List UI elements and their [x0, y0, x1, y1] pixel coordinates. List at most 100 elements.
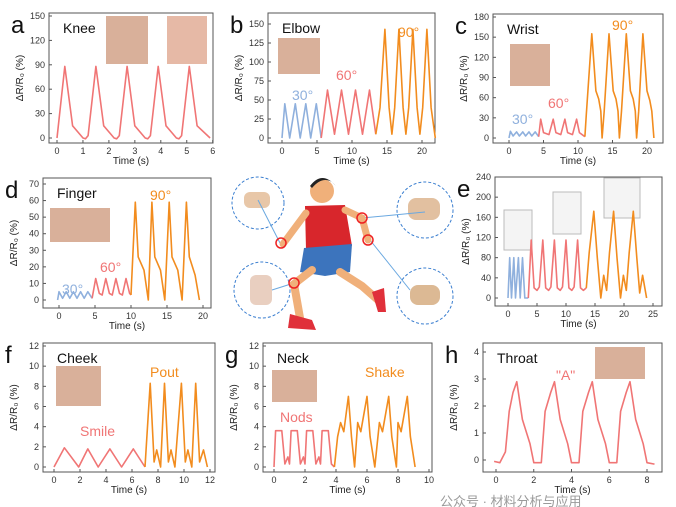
y-tick-label: 50: [254, 95, 264, 105]
x-tick-label: 8: [395, 475, 400, 485]
x-tick-label: 4: [333, 475, 338, 485]
inset-knee-photo: [250, 275, 272, 305]
panel-title: Neck: [277, 350, 310, 366]
inset-photo: [106, 16, 148, 64]
x-tick-label: 6: [210, 146, 215, 156]
series-line-red: [91, 277, 132, 299]
panel-letter: g: [225, 342, 238, 369]
x-tick-label: 0: [54, 146, 59, 156]
x-tick-label: 20: [198, 311, 208, 321]
annotation: 30°: [512, 111, 533, 127]
y-tick-label: 0: [34, 295, 39, 305]
sensor-marker: [288, 277, 300, 289]
y-tick-label: 90: [35, 60, 45, 70]
x-tick-label: 4: [158, 146, 163, 156]
runner-leg: [336, 268, 382, 304]
x-tick-label: 4: [569, 475, 574, 485]
runner-arm: [341, 206, 372, 244]
panel-letter: h: [445, 342, 458, 369]
y-tick-label: 8: [254, 381, 259, 391]
inset-knee-circle: [233, 261, 291, 319]
connector-line: [257, 199, 281, 244]
x-tick-label: 15: [382, 146, 392, 156]
y-axis-label: ΔR/R₀ (%): [461, 218, 472, 264]
inset-photo: [503, 209, 533, 251]
axes-frame: [494, 176, 663, 307]
x-tick-label: 5: [184, 146, 189, 156]
y-tick-label: 4: [254, 422, 259, 432]
runner-illustration: [231, 176, 454, 330]
y-axis-label: ΔR/R₀ (%): [459, 55, 470, 101]
y-tick-label: 160: [476, 212, 491, 222]
annotation: 60°: [336, 67, 357, 83]
y-tick-label: 2: [474, 401, 479, 411]
x-tick-label: 6: [607, 475, 612, 485]
x-tick-label: 5: [314, 146, 319, 156]
inset-photo: [552, 191, 582, 235]
x-tick-label: 0: [493, 475, 498, 485]
x-tick-label: 20: [642, 146, 652, 156]
annotation: 90°: [150, 187, 171, 203]
annotation: Smile: [80, 423, 115, 439]
x-tick-label: 0: [56, 311, 61, 321]
y-tick-label: 120: [476, 233, 491, 243]
annotation: "A": [556, 367, 575, 383]
runner-head: [310, 179, 334, 203]
inset-photo: [167, 16, 207, 64]
y-tick-label: 240: [476, 172, 491, 182]
y-tick-label: 180: [474, 12, 489, 22]
y-tick-label: 20: [29, 262, 39, 272]
y-tick-label: 10: [29, 278, 39, 288]
y-tick-label: 1: [474, 428, 479, 438]
annotation: 90°: [398, 24, 419, 40]
panel-title: Cheek: [57, 350, 98, 366]
panel-title: Throat: [497, 350, 538, 366]
y-tick-label: 8: [34, 381, 39, 391]
series-line-blue: [56, 290, 93, 301]
series-line-orange: [584, 32, 655, 139]
x-tick-label: 15: [590, 309, 600, 319]
annotation: 90°: [612, 17, 633, 33]
series-line-blue: [507, 256, 529, 299]
x-tick-label: 10: [424, 475, 434, 485]
y-tick-label: 150: [30, 11, 45, 21]
watermark: 公众号 · 材料分析与应用: [440, 494, 582, 507]
inset-photo: [50, 208, 110, 242]
series-line-red: [537, 118, 586, 138]
y-tick-label: 0: [486, 293, 491, 303]
panel-title: Wrist: [507, 21, 539, 37]
panel-title: Finger: [57, 185, 97, 201]
sensor-marker: [362, 234, 374, 246]
y-tick-label: 120: [30, 35, 45, 45]
y-tick-label: 30: [29, 245, 39, 255]
sensor-marker: [275, 237, 287, 249]
y-tick-label: 30: [35, 109, 45, 119]
y-tick-label: 40: [481, 273, 491, 283]
series-line-orange: [375, 28, 437, 139]
x-axis-label: Time (s): [329, 485, 365, 496]
axes-frame: [48, 12, 214, 144]
inset-photo: [56, 366, 101, 406]
y-tick-label: 0: [259, 133, 264, 143]
axes-frame: [42, 342, 216, 473]
y-tick-label: 2: [254, 442, 259, 452]
y-tick-label: 0: [474, 455, 479, 465]
y-tick-label: 4: [474, 347, 479, 357]
y-axis-label: ΔR/R₀ (%): [15, 55, 26, 101]
y-tick-label: 70: [29, 179, 39, 189]
x-tick-label: 10: [126, 311, 136, 321]
inset-photo: [595, 347, 645, 379]
annotation: Nods: [280, 409, 313, 425]
x-tick-label: 2: [106, 146, 111, 156]
x-tick-label: 15: [607, 146, 617, 156]
series-line-blue: [281, 103, 322, 139]
x-axis-label: Time (s): [113, 156, 149, 167]
x-tick-label: 3: [132, 146, 137, 156]
axes-frame: [262, 342, 433, 473]
x-tick-label: 2: [531, 475, 536, 485]
y-tick-label: 40: [29, 229, 39, 239]
panel-c: 0 5 10 15 20 0 30 60 90 120 150 180 Time (s) ΔR/R₀ (%…: [455, 12, 664, 167]
x-tick-label: 0: [271, 475, 276, 485]
